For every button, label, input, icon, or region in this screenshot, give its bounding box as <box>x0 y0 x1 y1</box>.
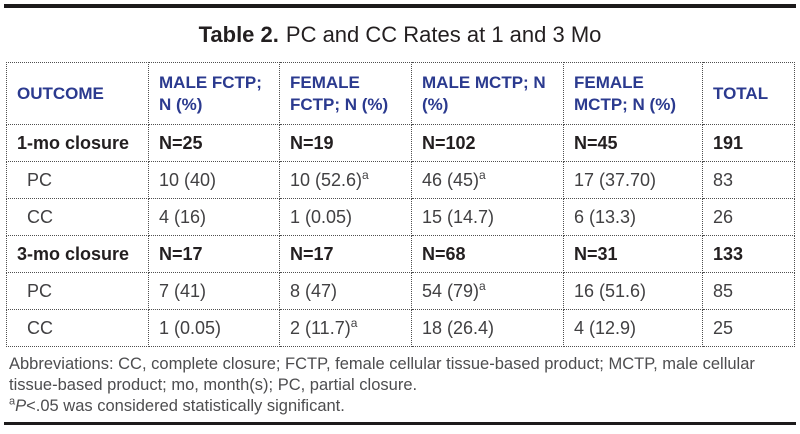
column-header: OUTCOME <box>6 62 149 125</box>
table-caption: PC and CC Rates at 1 and 3 Mo <box>285 22 602 47</box>
table-row: CC 4 (16) 1 (0.05) 15 (14.7) 6 (13.3) 26 <box>6 198 795 236</box>
column-header: FEMALE FCTP; N (%) <box>279 62 412 125</box>
abbreviations-note: Abbreviations: CC, complete closure; FCT… <box>9 355 755 394</box>
footnote-marker: a <box>479 278 486 293</box>
row-label-cell: 3-mo closure <box>6 235 149 273</box>
row-label-cell: CC <box>6 198 149 236</box>
top-rule <box>4 4 796 8</box>
column-header: MALE FCTP; N (%) <box>148 62 280 125</box>
column-header: MALE MCTP; N (%) <box>411 62 564 125</box>
row-label-cell: PC <box>6 161 149 199</box>
value-cell: 4 (16) <box>148 198 280 236</box>
value-cell: 4 (12.9) <box>563 309 703 347</box>
value-cell: 18 (26.4) <box>411 309 564 347</box>
value-cell: N=17 <box>279 235 412 273</box>
value-cell: 8 (47) <box>279 272 412 310</box>
value-cell: N=25 <box>148 124 280 162</box>
results-table: OUTCOME MALE FCTP; N (%) FEMALE FCTP; N (%… <box>6 62 795 347</box>
table-number: Table 2. <box>198 22 279 47</box>
value-cell: 10 (52.6)a <box>279 161 412 199</box>
value-cell: N=19 <box>279 124 412 162</box>
significance-note: aP<.05 was considered statistically sign… <box>9 396 792 417</box>
footnotes: Abbreviations: CC, complete closure; FCT… <box>9 354 792 417</box>
value-cell: 26 <box>702 198 795 236</box>
table-row: PC 7 (41) 8 (47) 54 (79)a 16 (51.6) 85 <box>6 272 795 310</box>
footnote-marker: a <box>350 315 358 330</box>
table-row: 1-mo closure N=25 N=19 N=102 N=45 191 <box>6 124 795 162</box>
footnote-marker: a <box>479 167 486 182</box>
value-cell: N=102 <box>411 124 564 162</box>
value-cell: 85 <box>702 272 795 310</box>
header-row: OUTCOME MALE FCTP; N (%) FEMALE FCTP; N (%… <box>6 62 795 125</box>
value-cell: N=17 <box>148 235 280 273</box>
column-header: TOTAL <box>702 62 795 125</box>
value-cell: 17 (37.70) <box>563 161 703 199</box>
table-row: CC 1 (0.05) 2 (11.7)a 18 (26.4) 4 (12.9) 25 <box>6 309 795 347</box>
value-cell: 7 (41) <box>148 272 280 310</box>
value-cell: 54 (79)a <box>411 272 564 310</box>
bottom-rule <box>4 422 796 425</box>
table-row: PC 10 (40) 10 (52.6)a 46 (45)a 17 (37.70) 83 <box>6 161 795 199</box>
value-cell: 83 <box>702 161 795 199</box>
column-header: FEMALE MCTP; N (%) <box>563 62 703 125</box>
significance-text: <.05 was considered statistically signif… <box>26 397 345 415</box>
row-label-cell: 1-mo closure <box>6 124 149 162</box>
value-cell: N=45 <box>563 124 703 162</box>
value-cell: 16 (51.6) <box>563 272 703 310</box>
value-cell: 1 (0.05) <box>279 198 412 236</box>
value-cell: 15 (14.7) <box>411 198 564 236</box>
value-cell: N=68 <box>411 235 564 273</box>
table-row: 3-mo closure N=17 N=17 N=68 N=31 133 <box>6 235 795 273</box>
value-cell: 25 <box>702 309 795 347</box>
value-cell: 2 (11.7)a <box>279 309 412 347</box>
value-cell: N=31 <box>563 235 703 273</box>
value-cell: 133 <box>702 235 795 273</box>
row-label-cell: PC <box>6 272 149 310</box>
value-cell: 46 (45)a <box>411 161 564 199</box>
footnote-marker: a <box>362 167 369 182</box>
value-cell: 6 (13.3) <box>563 198 703 236</box>
row-label-cell: CC <box>6 309 149 347</box>
value-cell: 10 (40) <box>148 161 280 199</box>
table-title: Table 2. PC and CC Rates at 1 and 3 Mo <box>0 21 800 49</box>
p-value-symbol: P <box>15 397 27 415</box>
footnote-marker: a <box>9 395 16 408</box>
value-cell: 1 (0.05) <box>148 309 280 347</box>
value-cell: 191 <box>702 124 795 162</box>
